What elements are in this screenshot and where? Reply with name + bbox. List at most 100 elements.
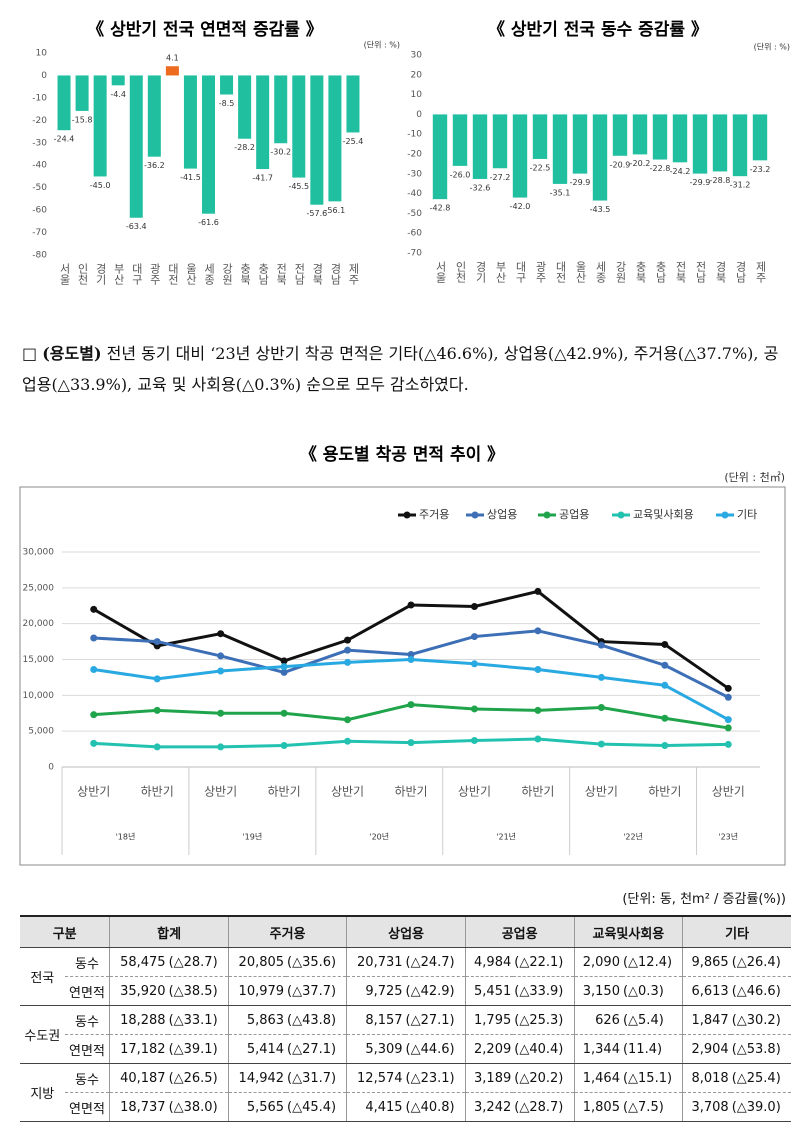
value-cell: 2,209 xyxy=(464,1034,514,1064)
y-tick-label: -40 xyxy=(32,161,47,171)
value-cell: (△33.9) xyxy=(513,976,575,1006)
value-cell: 6,613 xyxy=(682,976,731,1006)
point xyxy=(661,661,669,669)
value-cell: 1,344 xyxy=(573,1034,622,1064)
y-tick-label: 25,000 xyxy=(23,583,55,593)
legend-label: 교육및사회용 xyxy=(633,508,694,521)
point xyxy=(407,739,415,747)
legend-dot xyxy=(543,511,551,519)
value-cell: (△27.1) xyxy=(404,1005,466,1035)
x-tick-label: 대구 xyxy=(514,261,527,283)
y-tick-label: 0 xyxy=(48,763,54,773)
point xyxy=(661,681,669,689)
value-cell: 5,414 xyxy=(227,1034,287,1064)
value-cell: 3,708 xyxy=(682,1092,731,1122)
bar xyxy=(256,75,270,170)
point xyxy=(344,646,352,654)
point xyxy=(280,657,288,665)
value-label: -42.0 xyxy=(510,202,531,211)
value-label: -28.2 xyxy=(234,143,255,152)
legend-label: 기타 xyxy=(737,508,757,521)
value-cell: 5,451 xyxy=(464,976,514,1006)
x-tick-label: 제주 xyxy=(347,263,360,285)
x-tick-label: 인천 xyxy=(454,261,467,283)
point xyxy=(344,716,352,724)
value-label: -24.2 xyxy=(670,167,691,176)
x-tick-label: 제주 xyxy=(754,261,767,283)
y-tick-label: -10 xyxy=(407,130,422,140)
bar xyxy=(472,114,488,179)
value-label: -43.5 xyxy=(590,205,611,214)
value-cell: (△26.4) xyxy=(730,947,791,977)
point xyxy=(724,716,732,724)
x-tick-label: 상반기 xyxy=(331,785,364,799)
x-tick-label: 강원 xyxy=(614,261,627,283)
point xyxy=(407,601,415,609)
bar xyxy=(220,75,234,95)
point xyxy=(470,660,478,668)
value-cell: (△38.0) xyxy=(167,1092,229,1122)
bar xyxy=(147,75,161,157)
point xyxy=(280,742,288,749)
point xyxy=(597,673,605,681)
y-tick-label: -70 xyxy=(407,249,422,259)
point xyxy=(217,743,225,751)
value-cell: (△53.8) xyxy=(730,1034,791,1064)
y-tick-label: -30 xyxy=(407,169,422,179)
metric-cell: 연면적 xyxy=(64,1092,110,1122)
y-tick-label: 20 xyxy=(411,70,423,80)
point xyxy=(724,684,732,692)
value-cell: (△40.8) xyxy=(404,1092,466,1122)
value-cell: 2,904 xyxy=(682,1034,731,1064)
bar xyxy=(492,114,508,169)
heading: (용도별) xyxy=(42,344,102,363)
point xyxy=(344,658,352,666)
bar xyxy=(274,75,288,144)
x-tick-label: 울산 xyxy=(574,261,587,283)
value-cell: 8,018 xyxy=(682,1063,731,1093)
y-tick-label: 5,000 xyxy=(28,727,54,737)
value-cell: (△27.1) xyxy=(286,1034,347,1064)
legend-dot xyxy=(617,511,625,519)
value-cell: (△0.3) xyxy=(621,976,683,1006)
y-tick-label: 20,000 xyxy=(23,619,55,629)
y-tick-label: -20 xyxy=(32,116,47,126)
point xyxy=(534,666,542,674)
value-cell: 5,309 xyxy=(346,1034,405,1064)
table-row: 연면적 18,737 (△38.0) 5,565 (△45.4) 4,415 (△40.8)… xyxy=(20,1092,791,1122)
header-cell: 교육및사회용 xyxy=(573,915,683,948)
header-cell: 기타 xyxy=(682,915,791,948)
group-label: '21년 xyxy=(496,832,516,842)
bar xyxy=(712,114,728,172)
value-cell: 5,565 xyxy=(227,1092,287,1122)
value-cell: 17,182 xyxy=(109,1034,168,1064)
point xyxy=(217,652,225,660)
legend-label: 공업용 xyxy=(559,508,589,521)
point xyxy=(470,633,478,641)
point xyxy=(407,701,415,709)
table-row: 연면적 35,920 (△38.5) 10,979 (△37.7) 9,725 (△42.9… xyxy=(20,976,791,1006)
point xyxy=(217,709,225,717)
value-label: -15.8 xyxy=(72,115,93,124)
header-row: 구분 합계 주거용 상업용 공업용 교육및사회용 기타 xyxy=(20,915,791,948)
point xyxy=(153,743,161,751)
point xyxy=(534,587,542,595)
point xyxy=(344,737,352,745)
value-cell: 626 xyxy=(573,1005,622,1035)
header-cell: 상업용 xyxy=(346,915,466,948)
value-cell: (△5.4) xyxy=(621,1005,683,1035)
point xyxy=(470,602,478,610)
x-tick-label: 하반기 xyxy=(394,785,427,799)
table-row: 지방 동수 40,187 (△26.5) 14,942 (△31.7) 12,574 (△23… xyxy=(20,1063,791,1122)
value-cell: 1,805 xyxy=(573,1092,622,1122)
x-tick-label: 광주 xyxy=(534,261,547,283)
value-cell: (△25.4) xyxy=(730,1063,791,1093)
x-tick-label: 부산 xyxy=(494,261,507,283)
metric-cell: 동수 xyxy=(64,1063,110,1093)
value-label: -22.5 xyxy=(530,163,551,172)
value-label: -29.9 xyxy=(690,178,711,187)
value-cell: (△45.4) xyxy=(286,1092,347,1122)
bar xyxy=(632,114,648,155)
value-cell: (△12.4) xyxy=(621,947,683,977)
x-tick-label: 경기 xyxy=(94,263,107,285)
